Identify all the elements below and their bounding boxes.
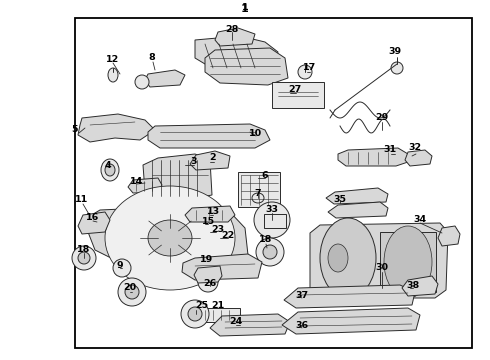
Text: 31: 31 xyxy=(384,145,396,154)
Ellipse shape xyxy=(148,220,192,256)
Text: 29: 29 xyxy=(375,113,389,122)
Polygon shape xyxy=(205,48,288,85)
Polygon shape xyxy=(402,276,438,296)
Bar xyxy=(264,214,286,228)
Bar xyxy=(272,82,324,108)
Text: 9: 9 xyxy=(117,261,123,270)
Text: 1: 1 xyxy=(241,4,249,14)
Text: 28: 28 xyxy=(225,26,239,35)
Ellipse shape xyxy=(105,164,115,176)
Text: 26: 26 xyxy=(203,279,217,288)
Text: 11: 11 xyxy=(75,195,89,204)
Text: 38: 38 xyxy=(406,280,419,289)
Polygon shape xyxy=(194,266,222,283)
Ellipse shape xyxy=(108,68,118,82)
Text: 7: 7 xyxy=(255,189,261,198)
Ellipse shape xyxy=(72,246,96,270)
Polygon shape xyxy=(282,308,420,334)
Text: 24: 24 xyxy=(229,318,243,327)
Text: 16: 16 xyxy=(86,213,99,222)
Ellipse shape xyxy=(298,65,312,79)
Text: 2: 2 xyxy=(210,153,216,162)
Polygon shape xyxy=(326,188,388,204)
Text: 17: 17 xyxy=(303,63,317,72)
Polygon shape xyxy=(405,150,432,166)
Text: 36: 36 xyxy=(295,320,309,329)
Text: 19: 19 xyxy=(200,256,214,265)
Bar xyxy=(238,172,280,207)
Ellipse shape xyxy=(391,62,403,74)
Text: 30: 30 xyxy=(375,264,389,273)
Ellipse shape xyxy=(320,218,376,298)
Text: 32: 32 xyxy=(409,144,421,153)
Polygon shape xyxy=(210,314,290,336)
Polygon shape xyxy=(328,202,388,218)
Polygon shape xyxy=(143,154,212,198)
Ellipse shape xyxy=(113,259,131,277)
Polygon shape xyxy=(310,223,448,298)
Text: 18: 18 xyxy=(77,246,91,255)
Text: 25: 25 xyxy=(196,301,209,310)
Polygon shape xyxy=(338,148,408,166)
Polygon shape xyxy=(438,226,460,246)
Text: 13: 13 xyxy=(206,207,220,216)
Ellipse shape xyxy=(181,300,209,328)
Text: 27: 27 xyxy=(289,85,302,94)
Ellipse shape xyxy=(256,238,284,266)
Ellipse shape xyxy=(188,307,202,321)
Text: 34: 34 xyxy=(414,216,427,225)
Text: 8: 8 xyxy=(148,54,155,63)
Text: 22: 22 xyxy=(221,230,235,239)
Ellipse shape xyxy=(263,245,277,259)
Text: 21: 21 xyxy=(211,301,224,310)
Text: 35: 35 xyxy=(334,195,346,204)
Text: 5: 5 xyxy=(72,126,78,135)
Bar xyxy=(202,308,240,322)
Bar xyxy=(380,232,436,292)
Ellipse shape xyxy=(105,186,235,290)
Ellipse shape xyxy=(252,193,264,203)
Ellipse shape xyxy=(254,202,290,238)
Polygon shape xyxy=(284,285,415,308)
Polygon shape xyxy=(195,36,278,72)
Text: 12: 12 xyxy=(106,55,120,64)
Polygon shape xyxy=(88,206,248,272)
Ellipse shape xyxy=(198,272,218,292)
Polygon shape xyxy=(185,206,235,222)
Text: 39: 39 xyxy=(389,48,402,57)
Text: 33: 33 xyxy=(266,206,278,215)
Text: 3: 3 xyxy=(191,158,197,166)
Text: 37: 37 xyxy=(295,291,309,300)
Ellipse shape xyxy=(328,244,348,272)
Ellipse shape xyxy=(101,159,119,181)
Polygon shape xyxy=(190,151,230,170)
Polygon shape xyxy=(78,114,155,142)
Ellipse shape xyxy=(384,226,432,298)
Ellipse shape xyxy=(78,252,90,264)
Polygon shape xyxy=(78,212,110,234)
Polygon shape xyxy=(128,178,162,193)
Text: 18: 18 xyxy=(259,235,273,244)
Polygon shape xyxy=(148,124,270,148)
Text: 14: 14 xyxy=(130,177,144,186)
Text: 10: 10 xyxy=(248,129,262,138)
Text: 15: 15 xyxy=(201,217,215,226)
Polygon shape xyxy=(182,254,262,280)
Ellipse shape xyxy=(135,75,149,89)
Text: 20: 20 xyxy=(123,284,137,292)
Polygon shape xyxy=(215,28,255,46)
Ellipse shape xyxy=(125,285,139,299)
Ellipse shape xyxy=(118,278,146,306)
Bar xyxy=(75,18,472,348)
Text: 4: 4 xyxy=(105,161,111,170)
Text: 1: 1 xyxy=(242,4,248,13)
Text: 6: 6 xyxy=(262,171,269,180)
Text: 23: 23 xyxy=(212,225,224,234)
Polygon shape xyxy=(145,70,185,87)
